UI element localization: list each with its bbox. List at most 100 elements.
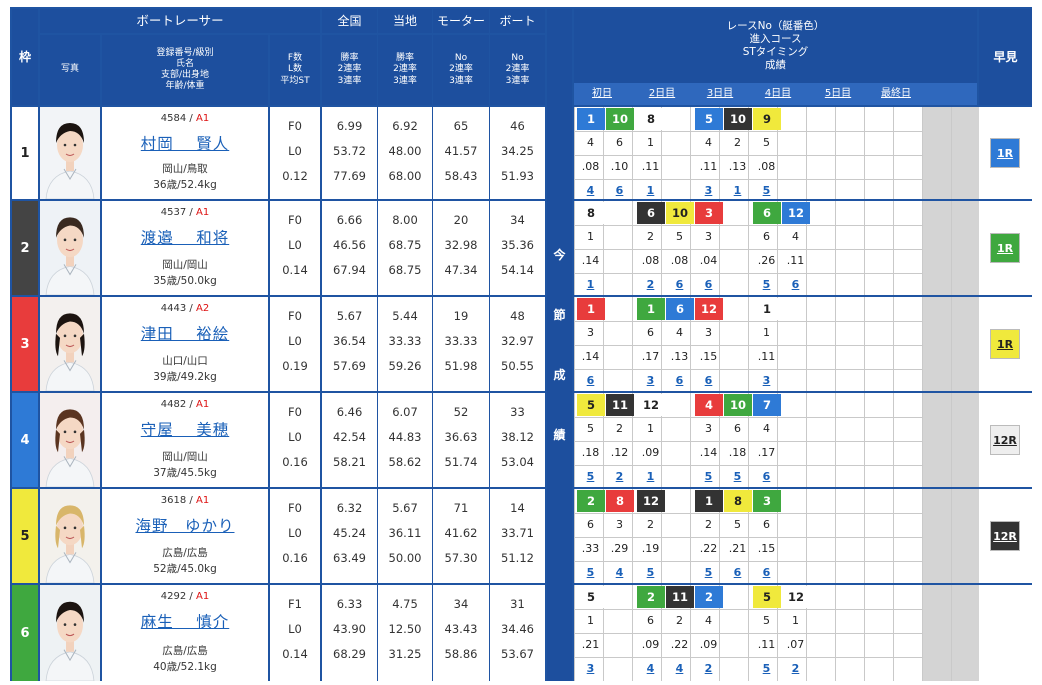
racer-info: 4537 / A1 渡邉 和将 岡山/岡山 35歳/50.0kg xyxy=(102,201,268,295)
finish-rank-link[interactable]: 4 xyxy=(646,662,655,675)
finish-rank-link[interactable]: 5 xyxy=(733,470,742,483)
grid-line xyxy=(574,465,922,466)
local-rates-value: 31.25 xyxy=(388,647,422,661)
racer-name-link[interactable]: 海野 ゆかり xyxy=(135,517,235,535)
finish-rank-link[interactable]: 3 xyxy=(586,662,595,675)
entry-course: 2 xyxy=(676,614,683,627)
day-header-3[interactable]: 3日目 xyxy=(706,88,734,99)
local-rates-value: 58.62 xyxy=(388,455,422,469)
finish-rank-link[interactable]: 6 xyxy=(762,566,771,579)
finish-rank-link[interactable]: 5 xyxy=(762,278,771,291)
boat-stats-value: 34 xyxy=(510,213,525,227)
racer-name-link[interactable]: 渡邉 和将 xyxy=(140,229,230,247)
grid-line xyxy=(864,201,865,295)
fl-st-cell: F0 L0 0.16 xyxy=(270,489,320,583)
local-rates-value: 4.75 xyxy=(392,597,418,611)
f-count: F0 xyxy=(288,405,302,419)
fl-st-cell: F0 L0 0.16 xyxy=(270,393,320,487)
day-header-5[interactable]: 5日目 xyxy=(824,88,852,99)
finish-rank-link[interactable]: 3 xyxy=(704,184,713,197)
hayami-link[interactable]: 1R xyxy=(990,233,1020,263)
finish-rank-link[interactable]: 1 xyxy=(646,470,655,483)
racer-name-link[interactable]: 村岡 賢人 xyxy=(140,135,230,153)
finish-rank-link[interactable]: 6 xyxy=(586,374,595,387)
hayami-link[interactable]: 12R xyxy=(990,521,1020,551)
finish-rank-link[interactable]: 4 xyxy=(615,566,624,579)
finish-rank-link[interactable]: 6 xyxy=(675,278,684,291)
st-timing: .14 xyxy=(581,254,600,267)
finish-rank-link[interactable]: 2 xyxy=(791,662,800,675)
race-number: 1 xyxy=(577,108,605,130)
grid-line xyxy=(864,297,865,391)
national-rates-value: 63.49 xyxy=(333,551,366,565)
finish-rank-link[interactable]: 1 xyxy=(733,184,742,197)
boat-stats-value: 50.55 xyxy=(501,359,534,373)
fl-st-cell: F0 L0 0.14 xyxy=(270,201,320,295)
grid-line xyxy=(574,657,922,658)
hayami-link[interactable]: 12R xyxy=(990,425,1020,455)
finish-rank-link[interactable]: 5 xyxy=(586,470,595,483)
finish-rank-link[interactable]: 6 xyxy=(615,184,624,197)
day-header-6[interactable]: 最終日 xyxy=(881,88,911,99)
st-timing: .08 xyxy=(670,254,689,267)
entry-course: 6 xyxy=(763,230,770,243)
motor-stats-value: 65 xyxy=(453,119,469,133)
racer-info: 4292 / A1 麻生 慎介 広島/広島 40歳/52.1kg xyxy=(102,585,268,681)
finish-rank-link[interactable]: 6 xyxy=(675,374,684,387)
local-rates: 5.67 36.11 50.00 xyxy=(378,489,432,583)
finish-rank-link[interactable]: 2 xyxy=(646,278,655,291)
motor-stats-value: 43.43 xyxy=(444,622,478,636)
grid-line xyxy=(922,201,923,295)
racer-name-link[interactable]: 津田 裕絵 xyxy=(140,325,230,343)
avg-st: 0.14 xyxy=(282,263,308,277)
day-header-4[interactable]: 4日目 xyxy=(764,88,792,99)
motor-stats: 52 36.63 51.74 xyxy=(433,393,489,487)
finish-rank-link[interactable]: 5 xyxy=(704,566,713,579)
finish-rank-link[interactable]: 6 xyxy=(791,278,800,291)
racer-info: 4584 / A1 村岡 賢人 岡山/鳥取 36歳/52.4kg xyxy=(102,107,268,199)
hayami-link[interactable]: 1R xyxy=(990,138,1020,168)
header-touchi: 当地 xyxy=(378,9,432,33)
national-rates-value: 58.21 xyxy=(333,455,366,469)
finish-rank-link[interactable]: 5 xyxy=(586,566,595,579)
finish-rank-link[interactable]: 1 xyxy=(646,184,655,197)
boat-stats-value: 51.93 xyxy=(501,169,534,183)
boat-stats-value: 31 xyxy=(510,597,525,611)
hayami-link[interactable]: 1R xyxy=(990,329,1020,359)
grid-line xyxy=(748,297,749,391)
race-number: 6 xyxy=(637,202,665,224)
finish-rank-link[interactable]: 5 xyxy=(646,566,655,579)
grid-line xyxy=(922,489,923,583)
finish-rank-link[interactable]: 5 xyxy=(762,662,771,675)
grid-line xyxy=(574,297,575,391)
grid-line xyxy=(574,321,922,322)
day-header-2[interactable]: 2日目 xyxy=(648,88,676,99)
entry-course: 3 xyxy=(587,326,594,339)
local-rates-value: 8.00 xyxy=(392,213,418,227)
finish-rank-link[interactable]: 3 xyxy=(762,374,771,387)
local-rates-value: 33.33 xyxy=(388,334,422,348)
finish-rank-link[interactable]: 5 xyxy=(704,470,713,483)
finish-rank-link[interactable]: 2 xyxy=(615,470,624,483)
finish-rank-link[interactable]: 1 xyxy=(586,278,595,291)
finish-rank-link[interactable]: 3 xyxy=(646,374,655,387)
day-header-1[interactable]: 初日 xyxy=(592,88,612,99)
finish-rank-link[interactable]: 4 xyxy=(675,662,684,675)
grid-line xyxy=(806,489,807,583)
finish-rank-link[interactable]: 6 xyxy=(704,374,713,387)
st-timing: .04 xyxy=(699,254,718,267)
finish-rank-link[interactable]: 2 xyxy=(704,662,713,675)
racer-name-link[interactable]: 麻生 慎介 xyxy=(140,613,230,631)
finish-rank-link[interactable]: 4 xyxy=(586,184,595,197)
grid-line xyxy=(574,179,922,180)
finish-rank-link[interactable]: 5 xyxy=(762,184,771,197)
finish-rank-link[interactable]: 6 xyxy=(733,566,742,579)
local-rates: 6.07 44.83 58.62 xyxy=(378,393,432,487)
motor-stats-value: 52 xyxy=(453,405,469,419)
race-number: 5 xyxy=(577,394,605,416)
grid-line xyxy=(922,297,923,391)
racer-name-link[interactable]: 守屋 美穂 xyxy=(140,421,230,439)
finish-rank-link[interactable]: 6 xyxy=(704,278,713,291)
grid-line xyxy=(574,273,922,274)
finish-rank-link[interactable]: 6 xyxy=(762,470,771,483)
